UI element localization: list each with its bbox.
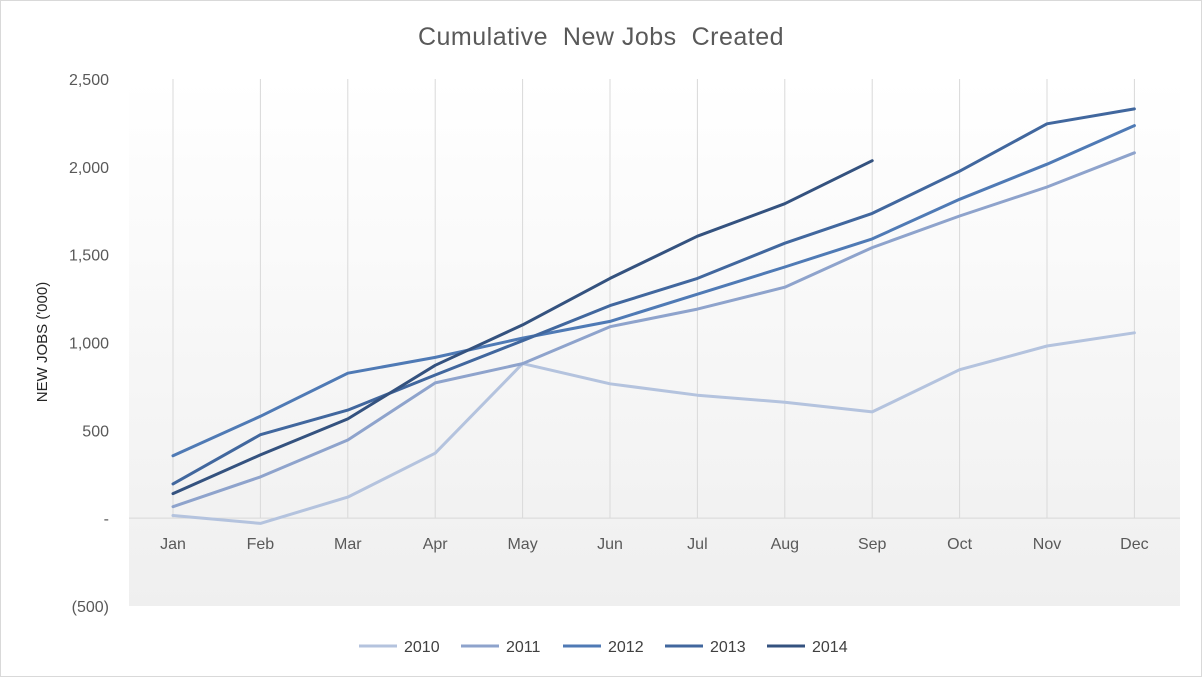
x-tick-label: Aug (771, 536, 799, 553)
x-tick-label: May (507, 536, 537, 553)
legend-item-2010: 2010 (359, 639, 440, 656)
x-tick-label: Jul (687, 536, 707, 553)
y-tick-label: 1,500 (69, 248, 109, 265)
legend-label: 2010 (404, 639, 440, 656)
legend-item-2013: 2013 (665, 639, 746, 656)
x-tick-label: Sep (858, 536, 887, 553)
legend-item-2014: 2014 (767, 639, 848, 656)
legend-label: 2012 (608, 639, 644, 656)
x-tick-label: Nov (1033, 536, 1061, 553)
y-tick-label: 500 (82, 423, 109, 440)
y-tick-label: - (104, 511, 109, 528)
legend-item-2012: 2012 (563, 639, 644, 656)
series-line-2013 (171, 107, 1136, 486)
series-line-2010 (171, 331, 1136, 525)
legend-label: 2013 (710, 639, 746, 656)
y-axis-title: NEW JOBS ('000) (34, 282, 51, 402)
series-line-2014 (171, 159, 874, 496)
chart-title: Cumulative New Jobs Created (418, 23, 784, 51)
series-line-2012 (171, 124, 1136, 458)
x-tick-label: Oct (947, 536, 972, 553)
axes: Jan Feb Mar Apr May Jun Jul Aug Sep Oct Nov Dec (500… (69, 72, 1180, 616)
series-lines (171, 107, 1136, 525)
y-tick-label: 2,000 (69, 160, 109, 177)
legend-item-2011: 2011 (461, 639, 541, 656)
series-line-2011 (171, 151, 1136, 509)
x-tick-label: Apr (423, 536, 449, 553)
y-tick-label: 2,500 (69, 72, 109, 89)
legend-label: 2011 (506, 639, 541, 656)
plot-area (129, 79, 1180, 606)
x-tick-label: Mar (334, 536, 362, 553)
x-tick-label: Jan (160, 536, 186, 553)
legend-label: 2014 (812, 639, 848, 656)
x-tick-label: Jun (597, 536, 623, 553)
x-tick-label: Feb (247, 536, 275, 553)
x-tick-label: Dec (1120, 536, 1148, 553)
y-tick-label: (500) (72, 599, 109, 616)
y-tick-label: 1,000 (69, 336, 109, 353)
legend: 2010 2011 2012 2013 2014 (359, 639, 848, 656)
